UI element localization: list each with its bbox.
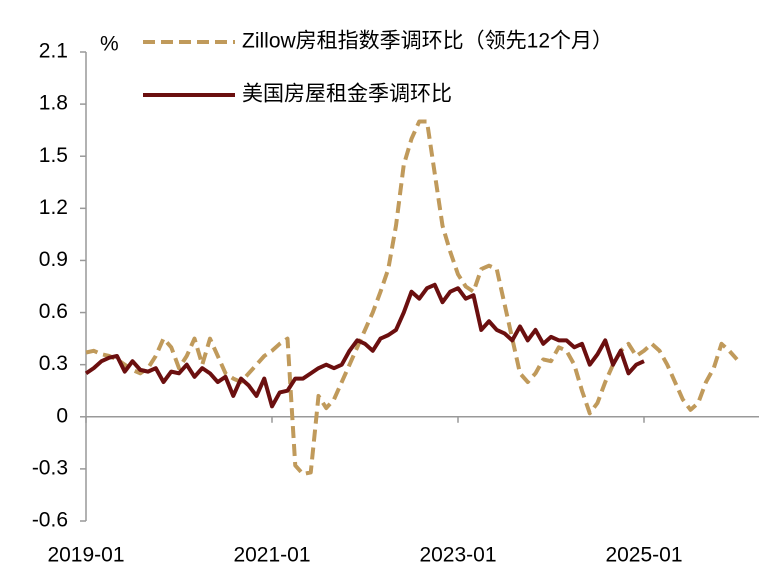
series-line — [84, 282, 645, 409]
x-tick-label: 2019-01 — [47, 544, 124, 567]
y-tick-label: 0.6 — [39, 300, 68, 323]
legend-label: 美国房屋租金季调环比 — [242, 83, 452, 106]
x-tick-label: 2021-01 — [233, 544, 310, 567]
y-tick-label: 2.1 — [39, 40, 68, 63]
y-tick-label: 1.8 — [39, 92, 68, 115]
y-tick-label: 1.2 — [39, 196, 68, 219]
x-tick-label: 2023-01 — [419, 544, 496, 567]
y-tick-label: 0.9 — [39, 248, 68, 271]
x-tick-label: 2025-01 — [605, 544, 682, 567]
series-line — [85, 119, 739, 477]
y-unit: % — [100, 33, 119, 56]
y-tick-label: -0.3 — [32, 456, 68, 479]
legend-label: Zillow房租指数季调环比（领先12个月） — [242, 30, 613, 53]
y-tick-label: 0.3 — [39, 352, 68, 375]
y-tick-label: 0 — [56, 404, 68, 427]
y-tick-label: 1.5 — [39, 144, 68, 167]
y-tick-label: -0.6 — [32, 509, 68, 532]
